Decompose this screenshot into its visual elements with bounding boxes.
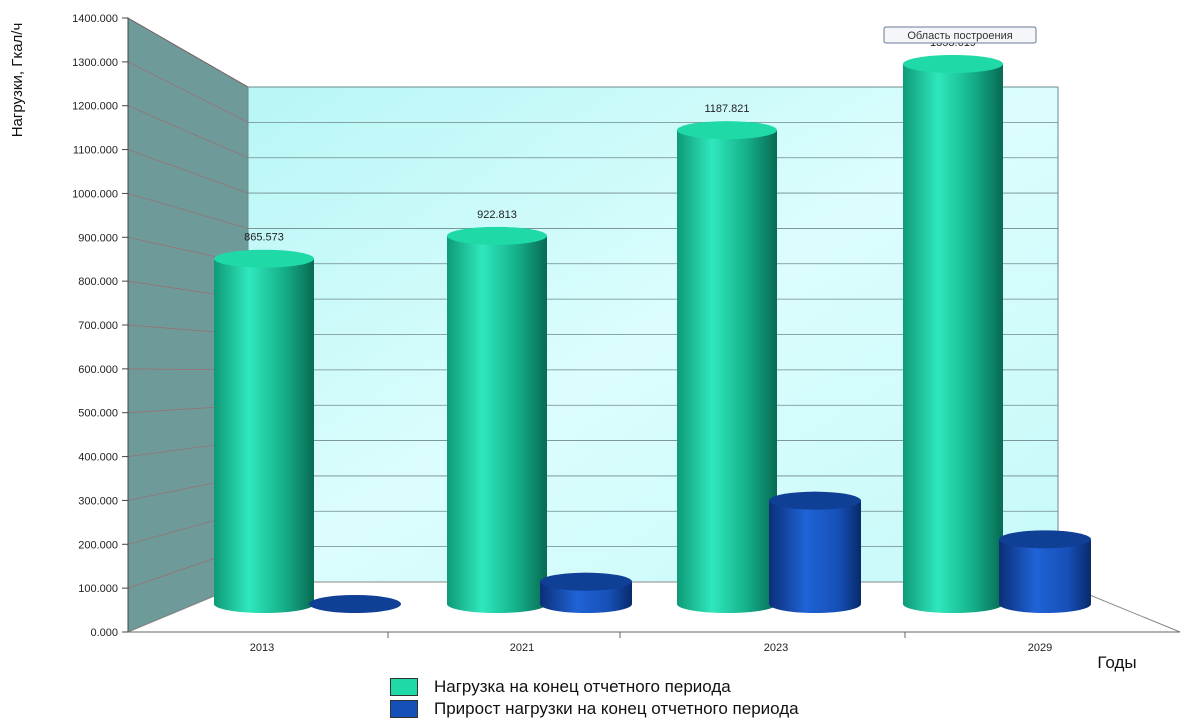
bar-load [677, 121, 777, 613]
gridline-side [127, 193, 249, 229]
legend-swatch-growth [390, 700, 418, 718]
y-tick-label: 800.000 [78, 276, 118, 288]
y-tick-label: 1200.000 [72, 101, 118, 113]
bar-growth-top [540, 572, 632, 591]
bar-growth-top [309, 595, 401, 613]
x-axis-title: Годы [1097, 653, 1136, 672]
bar-load-top [903, 55, 1003, 73]
x-tick-label: 2013 [250, 642, 274, 654]
data-label: 865.573 [244, 232, 284, 244]
legend-item-growth: Прирост нагрузки на конец отчетного пери… [390, 698, 799, 720]
legend-item-load: Нагрузка на конец отчетного периода [390, 676, 799, 698]
bar-load-top [677, 121, 777, 140]
gridline-side [127, 61, 249, 123]
bar-load-body [677, 130, 777, 613]
chart-axes: 0.000 100.000 200.000 300.000 400.000 500.000… [9, 13, 1180, 672]
y-tick-label: 1400.000 [72, 13, 118, 25]
bar-load [447, 226, 547, 613]
y-tick-label: 100.000 [78, 583, 118, 595]
bar-load [214, 249, 314, 613]
plot-area-tooltip: Область построения [883, 26, 1037, 44]
bar-growth-body [540, 581, 632, 613]
legend-label-load: Нагрузка на конец отчетного периода [434, 677, 731, 696]
bar-growth-top [769, 491, 861, 510]
bar-load-body [447, 235, 547, 613]
bar-growth [309, 595, 401, 613]
gridline-side [127, 105, 249, 159]
gridline-side [127, 149, 249, 194]
bar-load-top [214, 249, 314, 268]
y-tick-label: 0.000 [90, 627, 118, 639]
x-tick-label: 2021 [510, 642, 534, 654]
x-tick-label: 2023 [764, 642, 788, 654]
y-tick-label: 200.000 [78, 539, 118, 551]
y-tick-label: 700.000 [78, 320, 118, 332]
y-tick-label: 500.000 [78, 408, 118, 420]
bar-load-body [903, 64, 1003, 613]
bar-growth-top [999, 530, 1091, 549]
chart-bars [214, 55, 1091, 613]
y-tick-label: 600.000 [78, 364, 118, 376]
bar-growth-body [999, 539, 1091, 613]
y-tick-label: 300.000 [78, 495, 118, 507]
gridline-side [127, 17, 249, 88]
bar-growth-body [769, 500, 861, 613]
bar-load-top [447, 226, 547, 245]
legend-swatch-load [390, 678, 418, 696]
tooltip-text: Область построения [907, 30, 1012, 42]
y-tick-label: 1300.000 [72, 57, 118, 69]
bar-growth [769, 491, 861, 613]
bar-load-body [214, 258, 314, 613]
data-label: 1187.821 [704, 103, 749, 115]
y-tick-label: 1100.000 [73, 145, 118, 157]
data-label: 922.813 [477, 209, 517, 221]
legend-label-growth: Прирост нагрузки на конец отчетного пери… [434, 699, 799, 718]
x-tick-label: 2029 [1028, 642, 1052, 654]
bar-growth [540, 572, 632, 613]
y-axis-title: Нагрузки, Гкал/ч [9, 23, 26, 138]
y-tick-label: 400.000 [78, 452, 118, 464]
tooltip-box [883, 26, 1037, 44]
legend: Нагрузка на конец отчетного периода Прир… [390, 676, 799, 720]
y-tick-label: 1000.000 [72, 188, 118, 200]
bar-growth [999, 530, 1091, 613]
bar-load [903, 55, 1003, 613]
y-tick-label: 900.000 [78, 232, 118, 244]
